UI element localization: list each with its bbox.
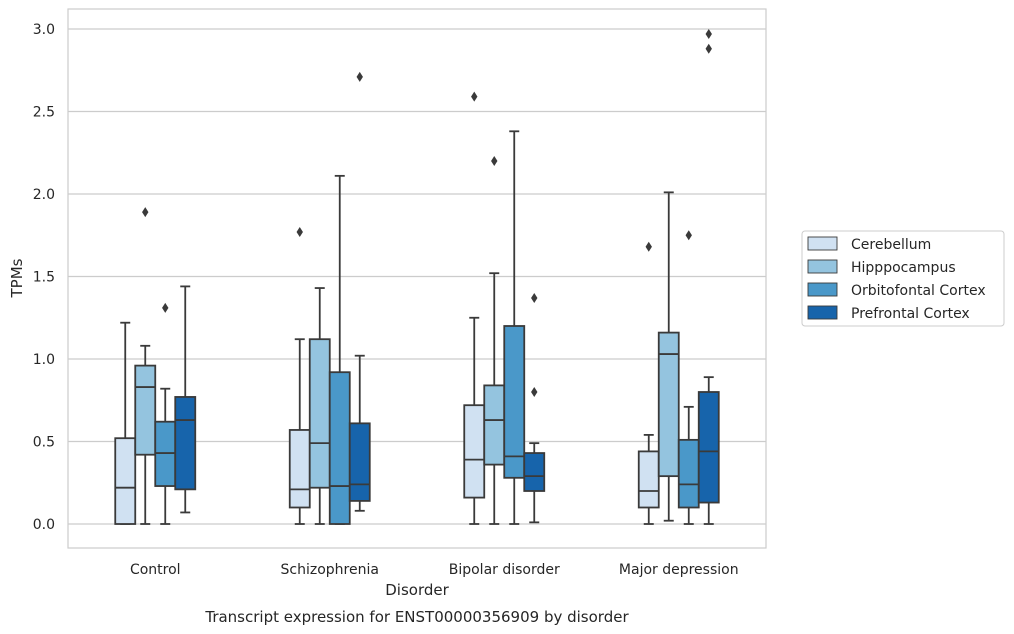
box-1-1 (308, 287, 331, 525)
outlier-point (471, 91, 478, 102)
y-axis-label: TPMs (8, 258, 26, 298)
box-0-0 (114, 321, 137, 525)
y-tick-label: 3.0 (33, 22, 55, 38)
legend-label: Hipppocampus (851, 260, 956, 276)
outlier-point (645, 241, 652, 252)
box-0-2 (463, 91, 486, 525)
box-iqr (463, 404, 486, 499)
box-iqr (348, 422, 371, 502)
legend-swatch (807, 236, 838, 251)
figure-caption: Transcript expression for ENST0000035690… (204, 608, 629, 626)
x-tick-label: Schizophrenia (281, 562, 379, 578)
box-iqr (174, 396, 197, 491)
box-2-2 (503, 130, 526, 525)
y-tick-label: 2.5 (33, 105, 55, 121)
box-3-0 (174, 285, 197, 514)
y-tick-label: 0.5 (33, 435, 55, 451)
box-0-1 (288, 226, 311, 525)
outlier-point (531, 292, 538, 303)
outlier-point (491, 156, 498, 166)
box-iqr (483, 384, 506, 466)
box-3-1 (348, 71, 371, 512)
legend-label: Orbitofontal Cortex (851, 283, 986, 299)
box-1-0 (134, 207, 157, 525)
plot-frame (67, 8, 767, 549)
y-tick-label: 1.5 (33, 270, 55, 286)
box-iqr (637, 450, 660, 509)
legend-swatch (807, 282, 838, 297)
x-axis-label: Disorder (385, 581, 449, 599)
x-axis-ticks: Control Schizophrenia Bipolar disorder Majo… (130, 562, 739, 578)
box-iqr (134, 364, 157, 456)
outlier-point (162, 302, 169, 313)
outlier-point (705, 28, 712, 39)
x-tick-label: Bipolar disorder (449, 562, 560, 578)
box-iqr (677, 438, 700, 509)
box-3-3 (697, 28, 720, 525)
legend-swatch (807, 259, 838, 274)
legend-label: Cerebellum (851, 237, 931, 253)
box-iqr (308, 338, 331, 489)
outlier-point (356, 71, 363, 82)
legend-label: Prefrontal Cortex (851, 306, 970, 322)
legend: Cerebellum Hipppocampus Orbitofontal Corte… (801, 230, 1005, 327)
y-tick-label: 1.0 (33, 352, 55, 368)
outlier-point (296, 226, 303, 237)
box-2-0 (154, 302, 177, 525)
box-iqr (697, 391, 720, 504)
box-2-1 (328, 174, 351, 525)
legend-swatch (807, 305, 838, 320)
box-layer (114, 28, 720, 525)
y-tick-label: 2.0 (33, 187, 55, 203)
y-axis-ticks: 0.0 0.5 1.0 1.5 2.0 2.5 3.0 (33, 22, 55, 533)
box-1-2 (483, 156, 506, 525)
box-iqr (523, 452, 546, 492)
x-tick-label: Control (130, 562, 181, 578)
legend-frame (801, 230, 1005, 327)
outlier-point (685, 230, 692, 241)
box-iqr (288, 429, 311, 509)
outlier-point (142, 207, 149, 218)
box-1-3 (657, 191, 680, 522)
y-tick-label: 0.0 (33, 517, 55, 533)
box-0-3 (637, 241, 660, 525)
box-iqr (503, 325, 526, 479)
outlier-point (531, 387, 538, 397)
x-tick-label: Major depression (619, 562, 739, 578)
box-iqr (114, 437, 137, 525)
box-iqr (657, 331, 680, 478)
box-iqr (328, 371, 351, 525)
box-3-2 (523, 292, 546, 524)
outlier-point (705, 43, 712, 54)
box-2-3 (677, 230, 700, 525)
